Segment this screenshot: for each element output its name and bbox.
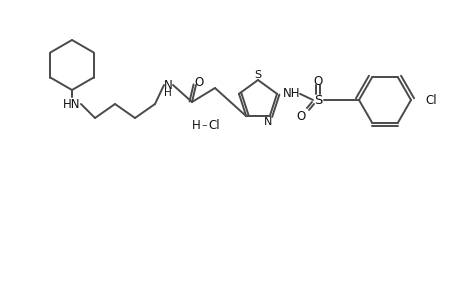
Text: O: O — [296, 110, 305, 122]
Text: S: S — [254, 70, 261, 80]
Text: –: – — [201, 120, 207, 130]
Text: O: O — [194, 76, 203, 88]
Text: N: N — [163, 79, 172, 92]
Text: S: S — [313, 94, 321, 106]
Text: H: H — [164, 88, 172, 98]
Text: HN: HN — [63, 98, 81, 110]
Text: Cl: Cl — [208, 118, 219, 131]
Text: H: H — [191, 118, 200, 131]
Text: Cl: Cl — [424, 94, 436, 106]
Text: N: N — [263, 117, 271, 127]
Text: O: O — [313, 74, 322, 88]
Text: NH: NH — [283, 87, 300, 100]
